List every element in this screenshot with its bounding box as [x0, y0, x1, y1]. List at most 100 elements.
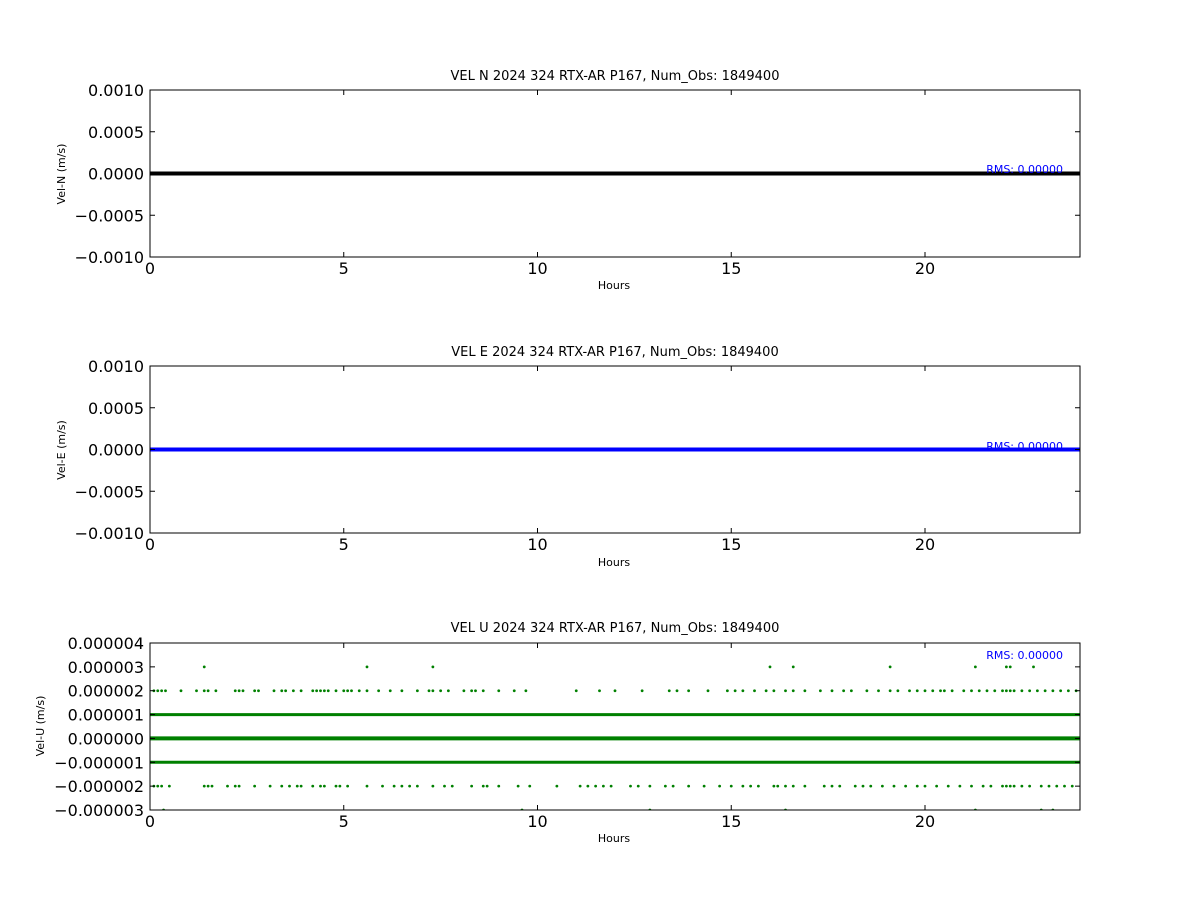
data-point — [613, 689, 617, 693]
data-point — [1032, 665, 1035, 669]
data-point — [365, 665, 369, 669]
data-point — [268, 784, 272, 788]
data-point — [322, 689, 326, 693]
data-point — [210, 784, 214, 788]
data-point — [214, 689, 218, 693]
data-point — [272, 689, 276, 693]
data-point — [431, 784, 435, 788]
data-point — [450, 784, 454, 788]
data-point — [291, 689, 295, 693]
y-tick-label: 0.0005 — [88, 399, 144, 418]
data-point — [280, 689, 284, 693]
data-point — [160, 689, 164, 693]
y-tick-label: −0.0010 — [75, 248, 144, 267]
x-tick-label: 15 — [721, 259, 741, 278]
data-point — [241, 689, 245, 693]
data-point — [946, 784, 950, 788]
data-marks — [150, 665, 1080, 810]
y-tick-label: 0.000003 — [68, 658, 144, 677]
y-tick-label: 0.0010 — [88, 81, 144, 100]
data-point — [462, 689, 466, 693]
data-point — [687, 689, 691, 693]
data-point — [257, 689, 260, 693]
data-point — [288, 784, 291, 788]
data-point — [164, 689, 167, 693]
chart-title: VEL U 2024 324 RTX-AR P167, Num_Obs: 184… — [451, 621, 780, 636]
data-point — [160, 784, 164, 788]
data-point — [1004, 689, 1008, 693]
data-point — [237, 689, 241, 693]
plot-area: 0 5 10 15 20 0.0010 0.0005 0.0000 −0.0005 −0.0010 — [75, 81, 1081, 278]
data-point — [446, 689, 450, 693]
x-tick-label: 10 — [527, 535, 547, 554]
data-point — [415, 784, 419, 788]
y-tick-label: −0.0010 — [75, 524, 144, 543]
y-axis-label: Vel-U (m/s) — [34, 696, 47, 757]
data-point — [753, 689, 756, 693]
data-point — [346, 689, 350, 693]
data-point — [400, 784, 404, 788]
data-point — [663, 784, 667, 788]
data-point — [981, 784, 985, 788]
data-point — [377, 689, 381, 693]
x-tick-label: 5 — [339, 812, 349, 831]
y-tick-label: 0.0005 — [88, 123, 144, 142]
y-tick-label: 0.000004 — [68, 634, 144, 653]
data-point — [1020, 784, 1024, 788]
data-point — [574, 689, 578, 693]
data-point — [973, 665, 977, 669]
data-point — [206, 784, 210, 788]
data-point — [1004, 784, 1008, 788]
data-point — [749, 784, 753, 788]
data-point — [512, 689, 516, 693]
data-point — [167, 784, 171, 788]
data-point — [311, 784, 315, 788]
data-point — [470, 784, 474, 788]
data-point — [443, 784, 446, 788]
data-point — [842, 689, 846, 693]
data-point — [481, 784, 485, 788]
data-point — [989, 784, 993, 788]
data-point — [528, 784, 532, 788]
data-point — [706, 689, 710, 693]
data-point — [667, 689, 671, 693]
data-point — [1012, 784, 1016, 788]
data-point — [830, 689, 834, 693]
data-point — [202, 784, 206, 788]
data-point — [299, 784, 303, 788]
data-point — [818, 689, 822, 693]
data-point — [1035, 689, 1039, 693]
y-tick-label: −0.000001 — [54, 753, 144, 772]
data-point — [253, 689, 257, 693]
data-point — [861, 784, 865, 788]
chart-title: VEL N 2024 324 RTX-AR P167, Num_Obs: 184… — [451, 69, 780, 84]
data-point — [1020, 689, 1024, 693]
y-tick-label: 0.000002 — [68, 682, 144, 701]
y-tick-label: −0.0005 — [75, 206, 144, 225]
y-tick-label: 0.000000 — [68, 729, 144, 748]
data-point — [280, 784, 284, 788]
data-point — [408, 784, 412, 788]
data-point — [904, 784, 908, 788]
plot-area: 0 5 10 15 20 0.0010 0.0005 0.0000 −0.0005 −0.0010 — [75, 357, 1081, 554]
data-point — [729, 784, 733, 788]
y-tick-label: −0.000003 — [54, 801, 144, 820]
data-point — [803, 784, 807, 788]
data-point — [1008, 665, 1012, 669]
data-point — [1028, 784, 1032, 788]
data-point — [400, 689, 404, 693]
data-point — [319, 689, 322, 693]
data-point — [350, 689, 353, 693]
data-point — [179, 689, 183, 693]
data-point — [295, 784, 299, 788]
data-point — [470, 689, 474, 693]
data-point — [1008, 689, 1012, 693]
data-point — [1004, 665, 1008, 669]
data-point — [1059, 689, 1063, 693]
data-point — [733, 689, 737, 693]
data-point — [776, 784, 780, 788]
y-tick-label: 0.0010 — [88, 357, 144, 376]
data-point — [431, 665, 435, 669]
data-point — [880, 784, 884, 788]
data-point — [1055, 784, 1059, 788]
